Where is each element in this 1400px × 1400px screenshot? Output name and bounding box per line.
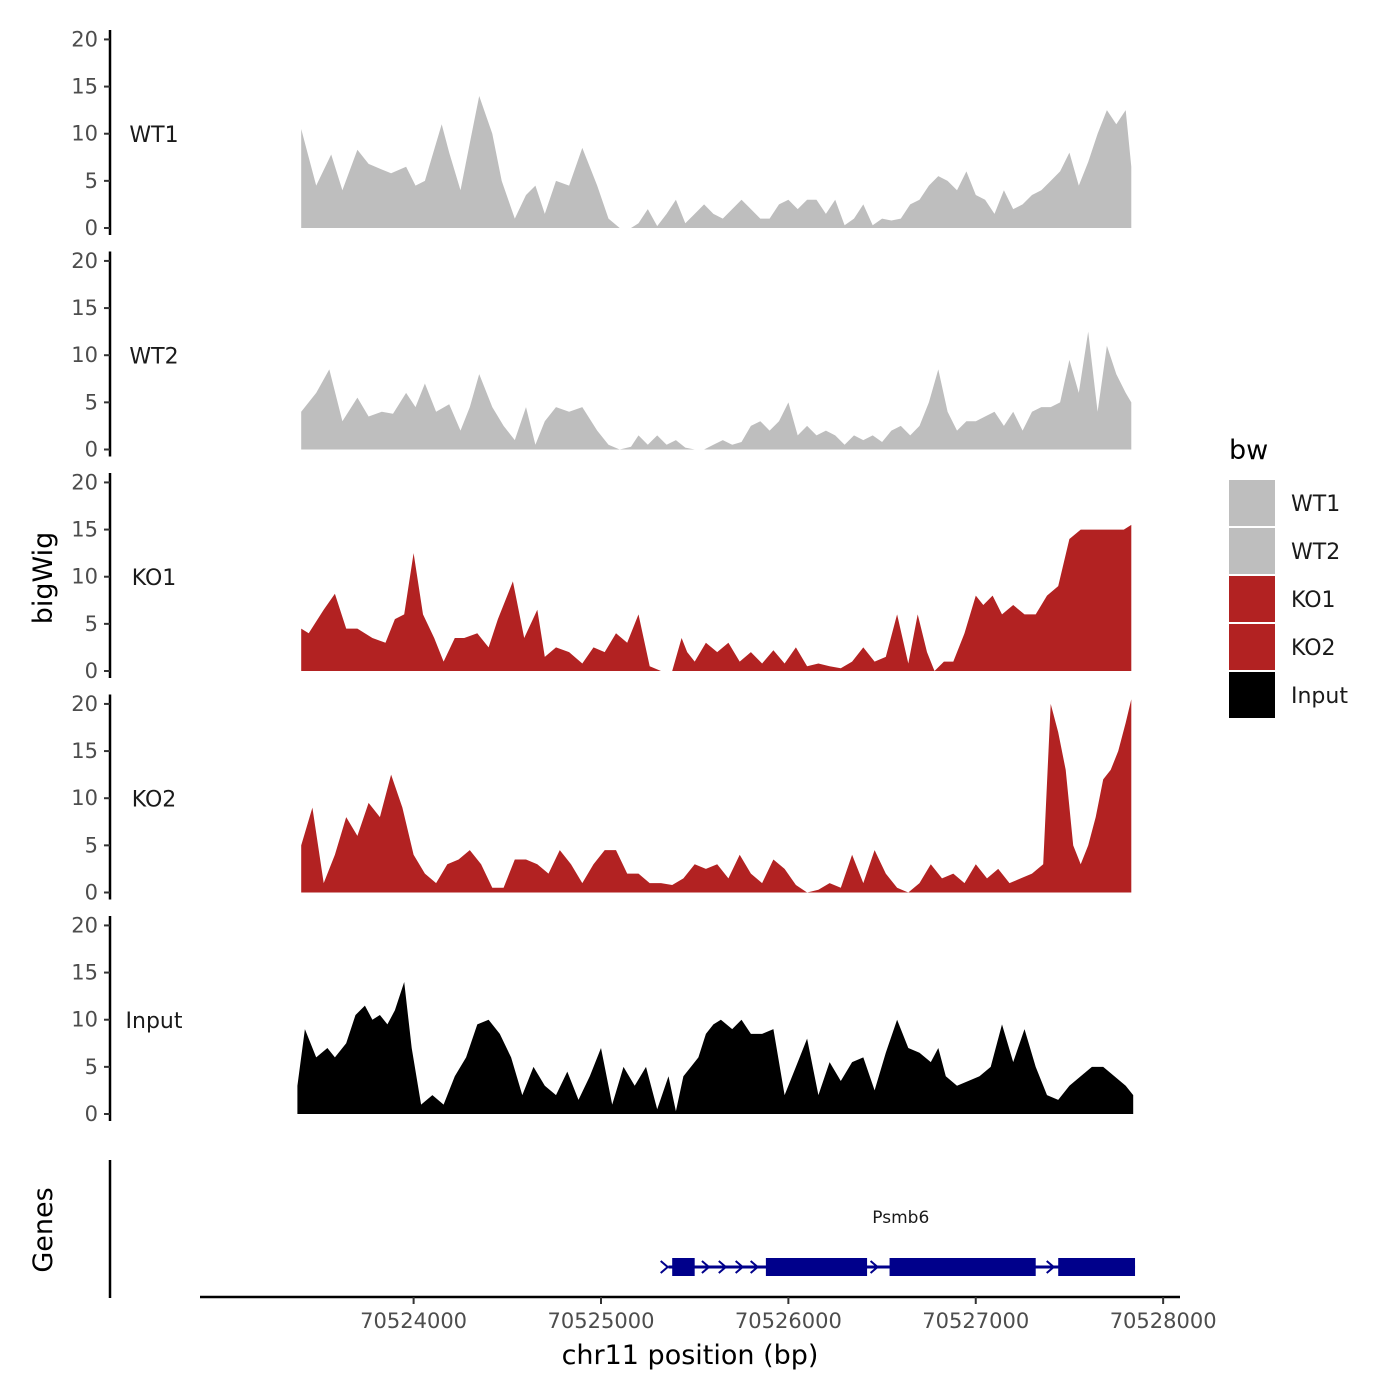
y-tick-label: 15 <box>71 296 98 320</box>
track-input: 0 5 10 15 20 Input <box>71 913 1134 1126</box>
legend-label-wt1: WT1 <box>1291 492 1340 517</box>
y-tick-label: 15 <box>71 961 98 985</box>
strand-arrow <box>1046 1260 1056 1274</box>
legend-key-ko2 <box>1229 624 1275 670</box>
y-tick-label: 10 <box>71 786 98 810</box>
gene-exon <box>889 1258 1036 1276</box>
strand-arrow <box>660 1260 670 1274</box>
legend-label-ko1: KO1 <box>1291 588 1336 613</box>
strand-arrow <box>701 1260 711 1274</box>
track-ko2: 0 5 10 15 20 KO2 <box>71 692 1132 905</box>
y-tick-label: 0 <box>85 216 98 240</box>
track-ko1: 0 5 10 15 20 KO1 <box>71 470 1132 683</box>
y-tick-label: 20 <box>71 470 98 494</box>
strand-arrow <box>869 1260 880 1274</box>
y-tick-label: 5 <box>85 612 98 636</box>
y-tick-label: 5 <box>85 390 98 414</box>
y-axis-title: bigWig <box>28 532 59 625</box>
strand-arrow <box>735 1260 745 1274</box>
y-tick-label: 0 <box>85 881 98 905</box>
track-label-input: Input <box>126 1009 183 1034</box>
x-axis: 70524000 70525000 70526000 70527000 70528000 <box>200 1295 1217 1333</box>
legend-label-ko2: KO2 <box>1291 636 1336 661</box>
y-tick-label: 5 <box>85 1055 98 1079</box>
y-tick-label: 15 <box>71 518 98 542</box>
y-tick-label: 20 <box>71 27 98 51</box>
legend-title: bw <box>1229 435 1268 466</box>
track-label-wt1: WT1 <box>129 123 178 148</box>
area-ko2 <box>301 699 1132 893</box>
y-tick-label: 5 <box>85 833 98 857</box>
strand-arrow <box>749 1260 760 1274</box>
y-tick-label: 15 <box>71 75 98 99</box>
x-tick-label: 70524000 <box>360 1309 467 1333</box>
x-tick-label: 70526000 <box>735 1309 842 1333</box>
y-tick-label: 20 <box>71 913 98 937</box>
y-tick-label: 20 <box>71 692 98 716</box>
y-tick-label: 10 <box>71 565 98 589</box>
y-tick-label: 10 <box>71 122 98 146</box>
y-tick-label: 15 <box>71 739 98 763</box>
y-tick-label: 20 <box>71 249 98 273</box>
x-tick-label: 70528000 <box>1110 1309 1217 1333</box>
gene-exon <box>765 1258 868 1276</box>
track-wt1: 0 5 10 15 20 WT1 <box>71 27 1132 240</box>
y-tick-label: 0 <box>85 659 98 683</box>
x-tick-label: 70527000 <box>922 1309 1029 1333</box>
genes-track: Psmb6 <box>108 1160 1136 1298</box>
track-wt2: 0 5 10 15 20 WT2 <box>71 249 1132 462</box>
legend-key-wt1 <box>1229 480 1275 526</box>
area-input <box>297 982 1134 1114</box>
legend-key-ko1 <box>1229 576 1275 622</box>
gene-exon <box>672 1258 695 1276</box>
y-tick-label: 10 <box>71 343 98 367</box>
genes-axis-title: Genes <box>28 1187 59 1272</box>
track-label-ko2: KO2 <box>132 788 177 813</box>
y-tick-label: 5 <box>85 169 98 193</box>
area-ko1 <box>301 524 1132 671</box>
y-tick-label: 10 <box>71 1008 98 1032</box>
gene-label: Psmb6 <box>872 1208 929 1228</box>
track-label-wt2: WT2 <box>129 345 178 370</box>
x-axis-title: chr11 position (bp) <box>562 1340 819 1371</box>
area-wt1 <box>301 96 1132 228</box>
tracks-layer: 0 5 10 15 20 WT1 0 5 10 15 20 WT2 0 5 10 15 20 KO1 0 5 10 15 2… <box>71 27 1134 1126</box>
track-label-ko1: KO1 <box>132 566 177 591</box>
y-tick-label: 0 <box>85 438 98 462</box>
gene-exon <box>1058 1258 1136 1276</box>
legend-key-wt2 <box>1229 528 1275 574</box>
legend-key-input <box>1229 672 1275 718</box>
strand-arrow <box>718 1260 728 1274</box>
legend-label-input: Input <box>1291 684 1348 709</box>
legend-label-wt2: WT2 <box>1291 540 1340 565</box>
area-wt2 <box>301 331 1132 450</box>
y-tick-label: 0 <box>85 1102 98 1126</box>
legend: bw WT1 WT2 KO1 KO2 Input <box>1229 435 1348 718</box>
x-tick-label: 70525000 <box>548 1309 655 1333</box>
